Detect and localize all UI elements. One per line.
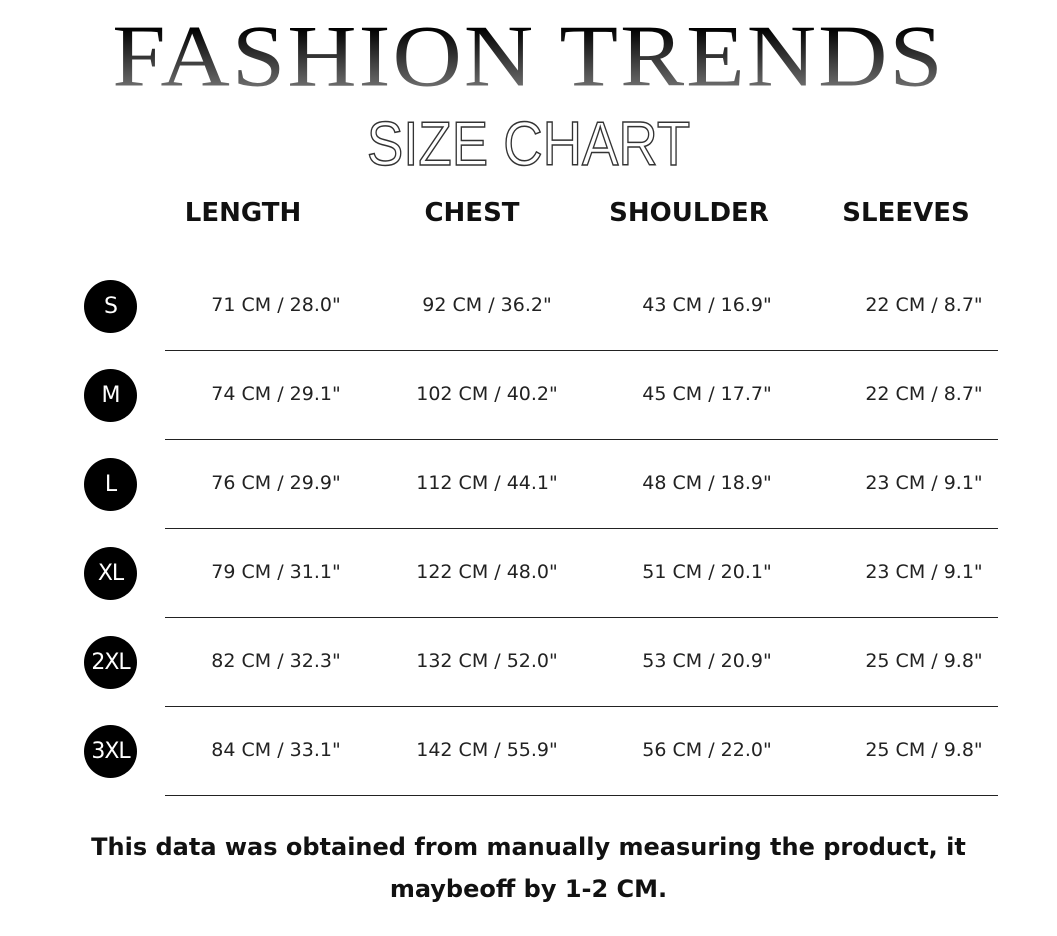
measurement-cell: 102 CM / 40.2" — [416, 383, 558, 405]
table-row: 2XL 82 CM / 32.3" 132 CM / 52.0" 53 CM / 20… — [0, 636, 1057, 751]
measurement-cell: 48 CM / 18.9" — [642, 472, 772, 494]
row-divider — [165, 528, 998, 529]
measurement-cell: 122 CM / 48.0" — [416, 561, 558, 583]
column-header-sleeves: SLEEVES — [842, 198, 970, 228]
measurement-cell: 112 CM / 44.1" — [416, 472, 558, 494]
row-divider — [165, 795, 998, 796]
measurement-cell: 23 CM / 9.1" — [865, 561, 983, 583]
page-subtitle: SIZE CHART — [366, 110, 691, 179]
measurement-cell: 74 CM / 29.1" — [211, 383, 341, 405]
measurement-cell: 51 CM / 20.1" — [642, 561, 772, 583]
size-badge: XL — [84, 547, 137, 600]
table-row: XL 79 CM / 31.1" 122 CM / 48.0" 51 CM / 20.… — [0, 547, 1057, 662]
measurement-cell: 25 CM / 9.8" — [865, 739, 983, 761]
column-header-length: LENGTH — [184, 198, 302, 228]
brand-title: FASHION TRENDS — [0, 10, 1057, 102]
size-badge: 2XL — [84, 636, 137, 689]
column-header-shoulder: SHOULDER — [609, 198, 769, 228]
measurement-cell: 71 CM / 28.0" — [211, 294, 341, 316]
measurement-cell: 142 CM / 55.9" — [416, 739, 558, 761]
table-row: L 76 CM / 29.9" 112 CM / 44.1" 48 CM / 18.9… — [0, 458, 1057, 573]
row-divider — [165, 706, 998, 707]
measurement-cell: 25 CM / 9.8" — [865, 650, 983, 672]
measurement-cell: 45 CM / 17.7" — [642, 383, 772, 405]
size-badge: L — [84, 458, 137, 511]
measurement-cell: 43 CM / 16.9" — [642, 294, 772, 316]
measurement-cell: 79 CM / 31.1" — [211, 561, 341, 583]
row-divider — [165, 617, 998, 618]
size-badge: S — [84, 280, 137, 333]
column-header-chest: CHEST — [424, 198, 520, 228]
measurement-cell: 22 CM / 8.7" — [865, 383, 983, 405]
size-badge: M — [84, 369, 137, 422]
measurement-cell: 92 CM / 36.2" — [422, 294, 552, 316]
table-row: M 74 CM / 29.1" 102 CM / 40.2" 45 CM / 17.7… — [0, 369, 1057, 484]
row-divider — [165, 439, 998, 440]
measurement-cell: 53 CM / 20.9" — [642, 650, 772, 672]
measurement-cell: 84 CM / 33.1" — [211, 739, 341, 761]
table-row: S 71 CM / 28.0" 92 CM / 36.2" 43 CM / 16.9"… — [0, 280, 1057, 395]
measurement-cell: 22 CM / 8.7" — [865, 294, 983, 316]
table-row: 3XL 84 CM / 33.1" 142 CM / 55.9" 56 CM / 22… — [0, 725, 1057, 840]
measurement-cell: 82 CM / 32.3" — [211, 650, 341, 672]
row-divider — [165, 350, 998, 351]
measurement-cell: 132 CM / 52.0" — [416, 650, 558, 672]
size-badge: 3XL — [84, 725, 137, 778]
measurement-cell: 56 CM / 22.0" — [642, 739, 772, 761]
measurement-cell: 76 CM / 29.9" — [211, 472, 341, 494]
footnote: This data was obtained from manually mea… — [91, 833, 966, 903]
measurement-cell: 23 CM / 9.1" — [865, 472, 983, 494]
